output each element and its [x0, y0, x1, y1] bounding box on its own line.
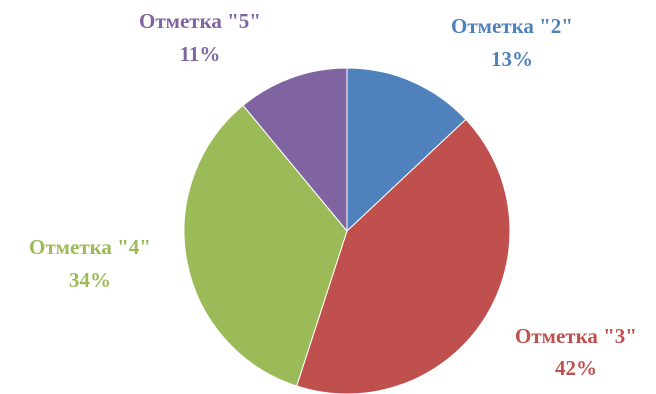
pie-slice [183, 104, 348, 387]
pie-slices [183, 67, 511, 394]
slice-percent-label: 11% [180, 42, 221, 66]
pie-data-labels: Отметка "2" 13% Отметка "3" 42% Отметка "4" 3… [29, 9, 637, 380]
slice-percent-label: 34% [69, 268, 111, 292]
slice-category-label: Отметка "2" [451, 14, 573, 38]
slice-percent-label: 13% [491, 47, 533, 71]
pie-slice [346, 67, 467, 233]
slice-category-label: Отметка "4" [29, 235, 151, 259]
slice-category-label: Отметка "5" [139, 9, 261, 33]
slice-category-label: Отметка "3" [515, 324, 637, 348]
slice-percent-label: 42% [555, 356, 597, 380]
pie-slice [242, 67, 348, 233]
